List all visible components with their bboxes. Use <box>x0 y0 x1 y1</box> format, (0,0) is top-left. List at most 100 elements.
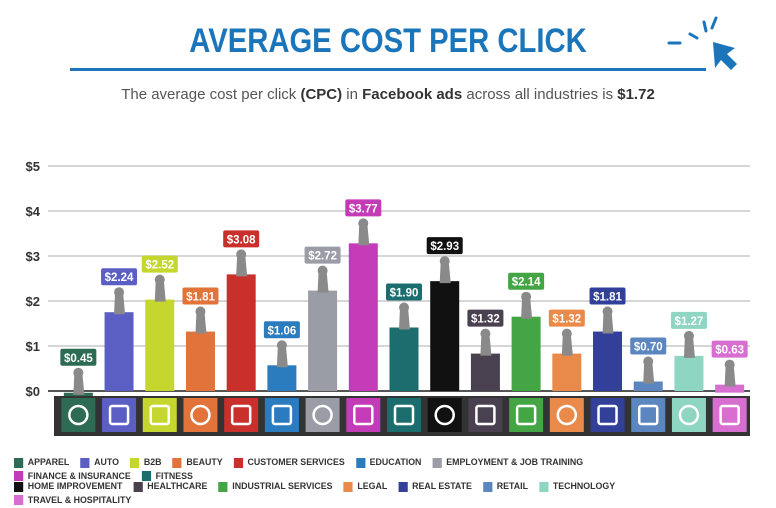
legend-label: INDUSTRIAL SERVICES <box>232 481 333 492</box>
subtitle: The average cost per click (CPC) in Face… <box>0 86 776 103</box>
legend-item: APPAREL <box>14 457 69 468</box>
beauty-mirror-icon <box>183 398 218 432</box>
subtitle-text: in <box>342 86 363 103</box>
bar <box>511 316 541 391</box>
data-label: $1.81 <box>593 292 622 304</box>
gavel-icon <box>549 398 584 432</box>
legend-label: HEALTHCARE <box>147 481 208 492</box>
legend-item: FINANCE & INSURANCE <box>14 471 131 482</box>
bar <box>470 353 500 391</box>
arm <box>561 333 573 356</box>
tshirt-icon <box>61 398 96 432</box>
page-title: AVERAGE COST PER CLICK <box>189 22 587 60</box>
hand <box>480 328 491 339</box>
bar <box>715 384 745 393</box>
legend-swatch <box>482 481 493 492</box>
y-tick-label: $3 <box>26 249 40 264</box>
tag-icon <box>631 398 666 432</box>
data-label: $1.32 <box>471 314 500 326</box>
arm <box>480 333 492 356</box>
legend-swatch <box>218 481 228 492</box>
legend-swatch <box>398 481 408 492</box>
value-sign <box>548 309 585 327</box>
hand <box>561 328 572 339</box>
legend-item: CUSTOMER SERVICES <box>233 457 345 468</box>
beauty-mirror-icon-glyph <box>190 404 211 426</box>
bar <box>226 274 256 391</box>
data-label: $2.72 <box>308 251 337 263</box>
legend-label: FINANCE & INSURANCE <box>27 470 131 482</box>
data-label: $2.93 <box>430 241 459 253</box>
arm <box>683 335 695 358</box>
legend-swatch <box>80 457 90 468</box>
legend-label: CUSTOMER SERVICES <box>247 457 345 468</box>
legend-label: REAL ESTATE <box>412 481 472 492</box>
arm <box>73 372 85 395</box>
hand <box>439 256 450 267</box>
tools-icon <box>427 398 462 432</box>
tools-icon-glyph <box>434 404 455 426</box>
legend-swatch <box>432 457 442 468</box>
bar <box>633 381 663 391</box>
data-label: $0.70 <box>634 342 663 354</box>
hand <box>724 359 735 370</box>
value-sign <box>630 337 667 355</box>
legend-swatch <box>133 481 143 492</box>
gavel-icon-glyph <box>556 404 578 426</box>
data-label: $0.45 <box>64 353 93 365</box>
factory-icon <box>509 398 544 432</box>
bar <box>267 365 297 391</box>
map-pin-icon-glyph <box>719 404 740 426</box>
value-sign <box>101 268 138 286</box>
value-sign <box>467 309 504 327</box>
value-sign <box>711 340 748 358</box>
hand <box>236 249 247 260</box>
car-icon-glyph <box>108 404 130 426</box>
legend-row-1: APPAREL AUTO B2B BEAUTY CUSTOMER SERVICES EDU… <box>14 457 713 484</box>
hand <box>521 291 532 302</box>
arm <box>195 311 207 334</box>
hand <box>643 356 654 367</box>
data-label: $1.32 <box>552 314 581 326</box>
legend-item: LEGAL <box>343 481 388 492</box>
legend-swatch <box>355 457 366 468</box>
legend-swatch <box>539 481 549 492</box>
value-sign <box>386 283 422 301</box>
arm <box>602 311 614 334</box>
bar <box>593 331 623 391</box>
legend-item: BEAUTY <box>172 457 223 468</box>
y-tick-label: $2 <box>26 294 40 309</box>
y-tick-label: $0 <box>26 384 40 399</box>
hand <box>154 274 165 285</box>
data-label: $1.27 <box>675 316 704 328</box>
bar <box>674 355 704 391</box>
headset-icon-glyph <box>230 404 252 426</box>
legend-swatch <box>130 457 140 468</box>
legend-label: BEAUTY <box>186 457 223 468</box>
legend-item: INDUSTRIAL SERVICES <box>218 481 333 492</box>
book-icon <box>264 398 299 432</box>
hand <box>276 340 287 351</box>
arm <box>724 364 736 387</box>
hand <box>602 306 613 317</box>
legend-label: LEGAL <box>357 481 388 492</box>
value-sign <box>589 287 626 305</box>
briefcase-icon-glyph <box>312 404 333 426</box>
legend-label: AUTO <box>94 457 120 468</box>
money-bag-icon <box>346 398 381 432</box>
subtitle-cpc: (CPC) <box>300 86 343 103</box>
value-sign <box>670 311 707 329</box>
arm <box>521 296 533 319</box>
subtitle-text: The average cost per click <box>121 86 301 103</box>
bar <box>145 299 175 391</box>
arm <box>399 307 410 330</box>
bar <box>308 290 338 391</box>
legend-item: TRAVEL & HOSPITALITY <box>14 495 131 506</box>
legend-swatch <box>343 481 353 492</box>
legend-label: B2B <box>143 457 162 468</box>
arm <box>236 254 248 277</box>
arm <box>643 361 655 384</box>
tag-icon-glyph <box>637 404 659 426</box>
data-label: $3.77 <box>349 203 378 215</box>
